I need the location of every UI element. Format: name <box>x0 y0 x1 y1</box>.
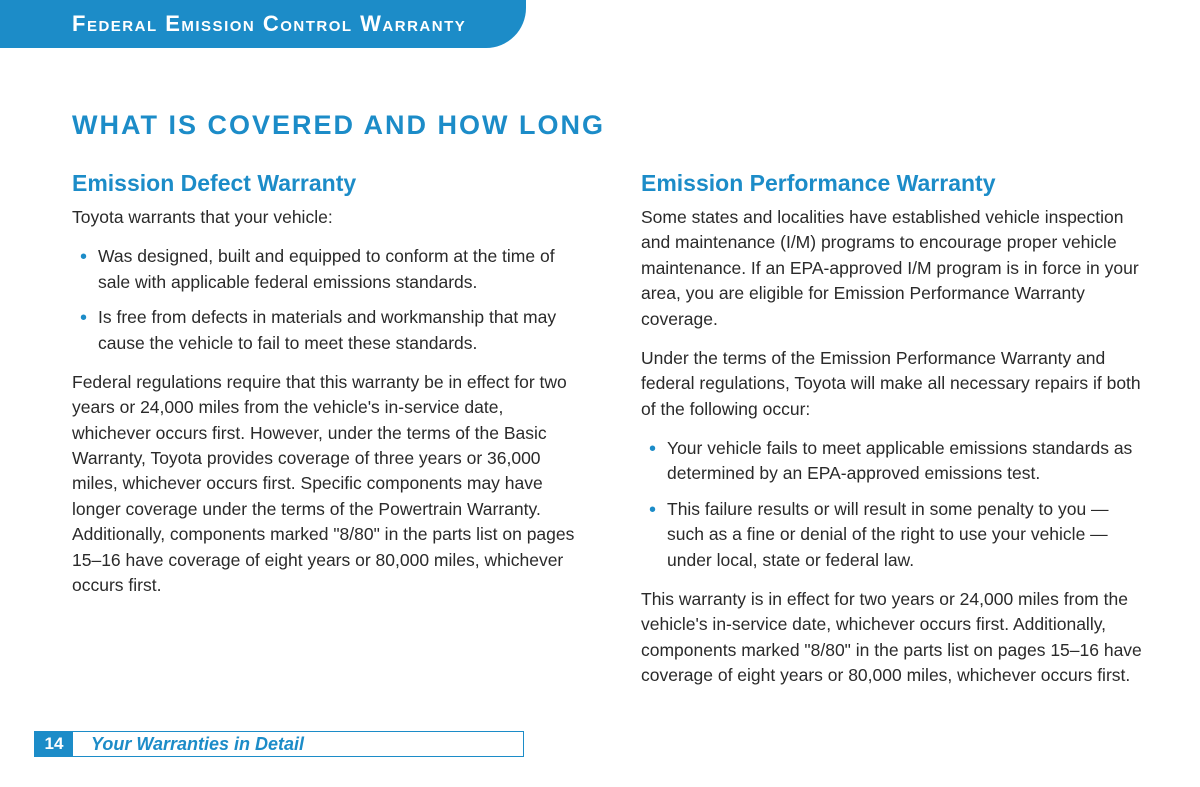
list-item: Your vehicle fails to meet applicable em… <box>641 436 1150 487</box>
left-subheading: Emission Defect Warranty <box>72 170 581 197</box>
page-number: 14 <box>35 732 73 756</box>
left-column: Emission Defect Warranty Toyota warrants… <box>72 170 581 702</box>
footer-section-title: Your Warranties in Detail <box>73 732 523 756</box>
right-subheading: Emission Performance Warranty <box>641 170 1150 197</box>
list-item: Was designed, built and equipped to conf… <box>72 244 581 295</box>
left-intro: Toyota warrants that your vehicle: <box>72 205 581 230</box>
left-bullet-list: Was designed, built and equipped to conf… <box>72 244 581 356</box>
right-paragraph-2: Under the terms of the Emission Performa… <box>641 346 1150 422</box>
main-heading: WHAT IS COVERED AND HOW LONG <box>72 110 605 141</box>
left-paragraph: Federal regulations require that this wa… <box>72 370 581 598</box>
right-column: Emission Performance Warranty Some state… <box>641 170 1150 702</box>
header-tab: Federal Emission Control Warranty <box>0 0 526 48</box>
header-tab-title: Federal Emission Control Warranty <box>72 11 466 37</box>
content-columns: Emission Defect Warranty Toyota warrants… <box>72 170 1150 702</box>
right-bullet-list: Your vehicle fails to meet applicable em… <box>641 436 1150 573</box>
right-paragraph-1: Some states and localities have establis… <box>641 205 1150 332</box>
list-item: This failure results or will result in s… <box>641 497 1150 573</box>
footer-bar: 14 Your Warranties in Detail <box>34 731 524 757</box>
list-item: Is free from defects in materials and wo… <box>72 305 581 356</box>
right-paragraph-3: This warranty is in effect for two years… <box>641 587 1150 689</box>
